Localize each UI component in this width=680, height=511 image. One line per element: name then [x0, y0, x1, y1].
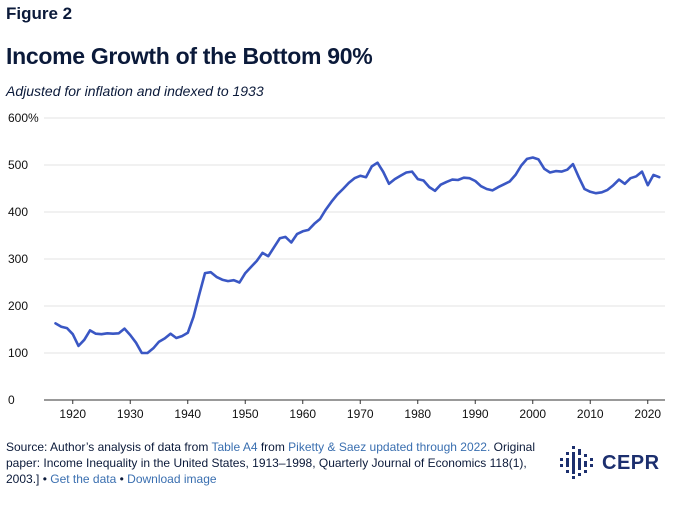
table-a4-link[interactable]: Table A4	[211, 440, 258, 454]
y-tick-label: 0	[8, 393, 15, 407]
x-axis-ticks	[72, 400, 649, 404]
download-image-link[interactable]: Download image	[127, 472, 217, 486]
series-line	[54, 156, 661, 355]
x-tick-label: 2020	[634, 407, 661, 421]
chart-subtitle: Adjusted for inflation and indexed to 19…	[6, 83, 264, 99]
y-tick-label: 500	[8, 158, 28, 172]
y-tick-label: 300	[8, 252, 28, 266]
x-tick-label: 1950	[232, 407, 259, 421]
x-tick-label: 1990	[462, 407, 489, 421]
piketty-saez-link[interactable]: Piketty & Saez updated through 2022.	[288, 440, 491, 454]
y-tick-label: 400	[8, 205, 28, 219]
cepr-logo-icon	[560, 446, 593, 479]
x-tick-label: 1920	[59, 407, 86, 421]
figure-label: Figure 2	[6, 4, 73, 23]
cepr-logo[interactable]: CEPR	[558, 444, 676, 480]
x-tick-label: 2000	[519, 407, 546, 421]
x-tick-label: 1960	[289, 407, 316, 421]
y-tick-label: 200	[8, 299, 28, 313]
logo-text: CEPR	[602, 452, 660, 474]
x-tick-label: 1970	[347, 407, 374, 421]
footer-separator: •	[116, 472, 128, 486]
x-tick-label: 1940	[174, 407, 201, 421]
x-axis-labels: 1920 1930 1940 1950 1960 1970 1980 1990 2000 2010…	[59, 407, 661, 421]
source-text-1: Source: Author’s analysis of data from	[6, 440, 212, 454]
chart-title: Income Growth of the Bottom 90%	[6, 43, 373, 69]
x-tick-label: 2010	[577, 407, 604, 421]
x-tick-label: 1980	[404, 407, 431, 421]
grid-lines	[44, 117, 665, 401]
series-layer	[54, 156, 661, 355]
source-footer: Source: Author’s analysis of data from T…	[6, 439, 546, 487]
get-the-data-link[interactable]: Get the data	[50, 472, 117, 486]
y-tick-label: 600%	[8, 111, 39, 125]
x-tick-label: 1930	[117, 407, 144, 421]
y-tick-label: 100	[8, 346, 28, 360]
line-chart: 0 100 200 300 400 500 600% 1920 1930 1940 1950 196…	[8, 111, 665, 421]
y-axis-labels: 0 100 200 300 400 500 600%	[8, 111, 39, 407]
source-text-3: Original paper: Income Inequality in the…	[6, 440, 536, 486]
source-text-2: from	[257, 440, 289, 454]
